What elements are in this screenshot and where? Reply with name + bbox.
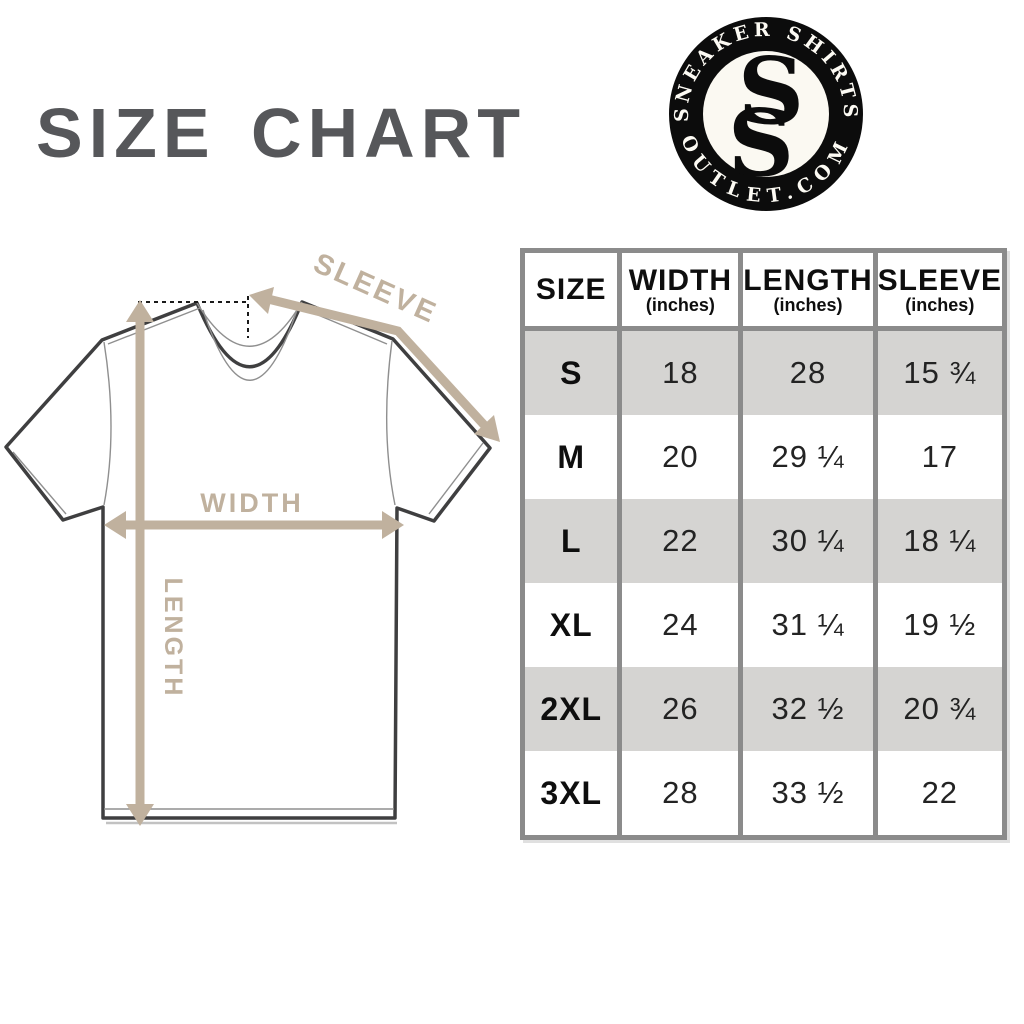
arrowhead-left [249, 287, 274, 314]
length-cell: 31 ¼ [743, 583, 873, 667]
sleeve-cell: 19 ½ [877, 583, 1002, 667]
brand-logo: SNEAKER SHIRTS OUTLET.COM S S [669, 17, 863, 211]
arrowhead-right [382, 511, 404, 539]
column-header-unit: (inches) [773, 295, 843, 316]
length-cell: 29 ¼ [743, 415, 873, 499]
logo-inner-circle [703, 51, 829, 177]
arrowhead-up [126, 300, 154, 322]
width-cell: 28 [622, 751, 739, 835]
arrowhead-left [104, 511, 126, 539]
column-header-label: WIDTH [628, 263, 733, 297]
width-cell: 24 [622, 583, 739, 667]
column-header-label: SIZE [535, 272, 607, 306]
arrowhead-diagonal [474, 415, 500, 442]
sleeve-cell: 20 ¾ [877, 667, 1002, 751]
sleeve-arrow [249, 287, 500, 442]
tshirt-outline [4, 300, 492, 820]
width-cell: 22 [622, 499, 739, 583]
svg-text:S: S [738, 37, 804, 145]
tshirt-seams [12, 301, 484, 810]
page-title: SIZE CHART [36, 94, 526, 172]
column-header-length: LENGTH (inches) [743, 253, 873, 331]
sleeve-cell: 17 [877, 415, 1002, 499]
length-arrow [126, 300, 154, 826]
sleeve-cell: 18 ¼ [877, 499, 1002, 583]
width-cell: 26 [622, 667, 739, 751]
size-cell: XL [525, 583, 618, 667]
column-header-sleeve: SLEEVE (inches) [877, 253, 1002, 331]
width-label: WIDTH [200, 488, 303, 518]
width-cell: 20 [622, 415, 739, 499]
size-cell: M [525, 415, 618, 499]
column-header-width: WIDTH (inches) [622, 253, 739, 331]
size-cell: L [525, 499, 618, 583]
length-cell: 28 [743, 331, 873, 415]
logo-monogram: S S [728, 37, 804, 197]
column-header-label: LENGTH [743, 263, 873, 297]
width-cell: 18 [622, 331, 739, 415]
length-cell: 30 ¼ [743, 499, 873, 583]
tshirt-diagram [4, 296, 492, 825]
column-header-label: SLEEVE [877, 263, 1002, 297]
column-header-unit: (inches) [645, 295, 715, 316]
sleeve-cell: 15 ¾ [877, 331, 1002, 415]
arrowhead-down [126, 804, 154, 826]
length-cell: 32 ½ [743, 667, 873, 751]
sleeve-cell: 22 [877, 751, 1002, 835]
size-cell: S [525, 331, 618, 415]
column-header-size: SIZE [525, 253, 618, 331]
size-table: SIZE WIDTH (inches) LENGTH (inches) SLEEVE… [520, 248, 1007, 840]
length-label: LENGTH [159, 578, 187, 699]
size-cell: 2XL [525, 667, 618, 751]
width-arrow [104, 511, 404, 539]
svg-text:S: S [728, 89, 794, 197]
length-cell: 33 ½ [743, 751, 873, 835]
column-header-unit: (inches) [905, 295, 975, 316]
size-cell: 3XL [525, 751, 618, 835]
